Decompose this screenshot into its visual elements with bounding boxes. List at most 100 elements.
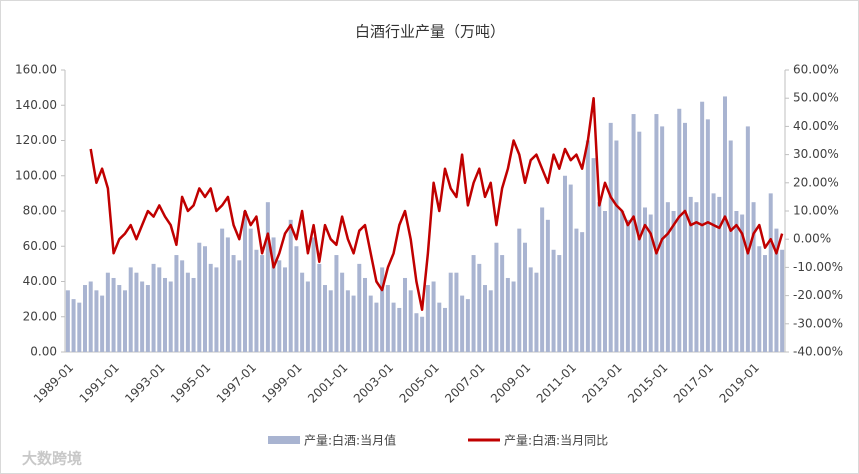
watermark: 大数跨境 bbox=[22, 450, 82, 468]
bar bbox=[431, 281, 436, 352]
bar bbox=[385, 285, 390, 352]
bar bbox=[340, 272, 345, 352]
bar bbox=[271, 237, 276, 352]
y-tick-label: 120.00 bbox=[15, 133, 57, 147]
bar bbox=[163, 277, 167, 352]
bar bbox=[408, 290, 413, 352]
bar bbox=[465, 299, 470, 352]
bar bbox=[648, 214, 653, 352]
y-tick-label: 100.00 bbox=[15, 168, 57, 182]
bar bbox=[425, 285, 430, 352]
bar bbox=[300, 272, 305, 352]
bar bbox=[523, 242, 527, 352]
bar bbox=[231, 255, 236, 352]
line bbox=[89, 96, 784, 311]
bar bbox=[665, 202, 670, 352]
bar bbox=[688, 196, 693, 352]
bar bbox=[220, 228, 225, 352]
bar bbox=[65, 290, 70, 352]
y-tick-label: 20.00 bbox=[23, 309, 57, 323]
bar bbox=[83, 285, 87, 352]
bar bbox=[443, 307, 447, 352]
y2-tick-label: 50.00% bbox=[793, 91, 839, 105]
bar bbox=[745, 126, 750, 353]
bar bbox=[705, 119, 710, 352]
bar bbox=[517, 228, 522, 352]
bar bbox=[545, 219, 550, 352]
bar bbox=[671, 211, 676, 352]
bar bbox=[237, 260, 242, 352]
bar bbox=[683, 122, 687, 352]
bar bbox=[305, 281, 310, 352]
bar bbox=[294, 246, 299, 352]
bar bbox=[328, 290, 333, 352]
bar bbox=[494, 242, 499, 352]
bar bbox=[551, 249, 556, 352]
y2-tick-label: 60.00% bbox=[793, 63, 839, 77]
bar bbox=[483, 285, 487, 352]
bar bbox=[203, 246, 207, 352]
bar bbox=[117, 285, 122, 352]
bar bbox=[77, 302, 82, 352]
bar bbox=[265, 202, 270, 352]
bar bbox=[528, 267, 533, 352]
bar bbox=[734, 211, 739, 352]
bar bbox=[620, 211, 625, 352]
bar bbox=[614, 140, 619, 352]
bar bbox=[500, 255, 505, 352]
bar bbox=[711, 193, 716, 352]
y-tick-label: 0.00 bbox=[30, 345, 57, 359]
bar bbox=[403, 277, 407, 352]
bar bbox=[488, 290, 493, 352]
bar bbox=[151, 263, 156, 352]
bar bbox=[557, 255, 562, 352]
y-tick-label: 140.00 bbox=[15, 98, 57, 112]
legend-swatch bbox=[268, 436, 300, 444]
bar bbox=[608, 122, 613, 352]
bar bbox=[185, 272, 190, 352]
bar bbox=[597, 202, 602, 352]
bar bbox=[511, 281, 516, 352]
legend-label: 产量:白酒:当月同比 bbox=[504, 433, 608, 448]
bar bbox=[288, 219, 293, 352]
bar bbox=[700, 101, 705, 352]
bar bbox=[345, 290, 350, 352]
bar bbox=[94, 290, 99, 352]
bar bbox=[277, 260, 282, 352]
bar bbox=[140, 281, 145, 352]
bar bbox=[351, 295, 356, 352]
bar bbox=[248, 228, 253, 352]
bar bbox=[717, 196, 722, 352]
bar bbox=[677, 108, 682, 353]
y2-tick-label: -10.00% bbox=[793, 260, 843, 274]
bar bbox=[105, 272, 110, 352]
bar bbox=[191, 277, 196, 352]
bar bbox=[505, 277, 510, 352]
bar bbox=[145, 285, 150, 352]
bar bbox=[380, 267, 385, 352]
y2-tick-label: 20.00% bbox=[793, 175, 839, 189]
bar bbox=[574, 228, 579, 352]
bar bbox=[728, 140, 733, 352]
bar bbox=[323, 285, 327, 352]
bar bbox=[563, 175, 567, 352]
bar bbox=[568, 184, 573, 352]
bar bbox=[197, 242, 202, 352]
bar bbox=[88, 281, 93, 352]
bar bbox=[540, 207, 545, 352]
bar bbox=[260, 255, 265, 352]
bar bbox=[317, 263, 322, 352]
y2-tick-label: 10.00% bbox=[793, 204, 839, 218]
bar bbox=[471, 255, 476, 352]
bar bbox=[225, 237, 230, 352]
y2-tick-label: -20.00% bbox=[793, 288, 843, 302]
y2-tick-label: -40.00% bbox=[793, 345, 843, 359]
y2-tick-label: 30.00% bbox=[793, 147, 839, 161]
bar bbox=[168, 281, 173, 352]
legend-label: 产量:白酒:当月值 bbox=[304, 433, 396, 448]
y-tick-label: 60.00 bbox=[23, 239, 57, 253]
bar bbox=[391, 302, 396, 352]
bar bbox=[374, 302, 379, 352]
bar bbox=[134, 272, 139, 352]
